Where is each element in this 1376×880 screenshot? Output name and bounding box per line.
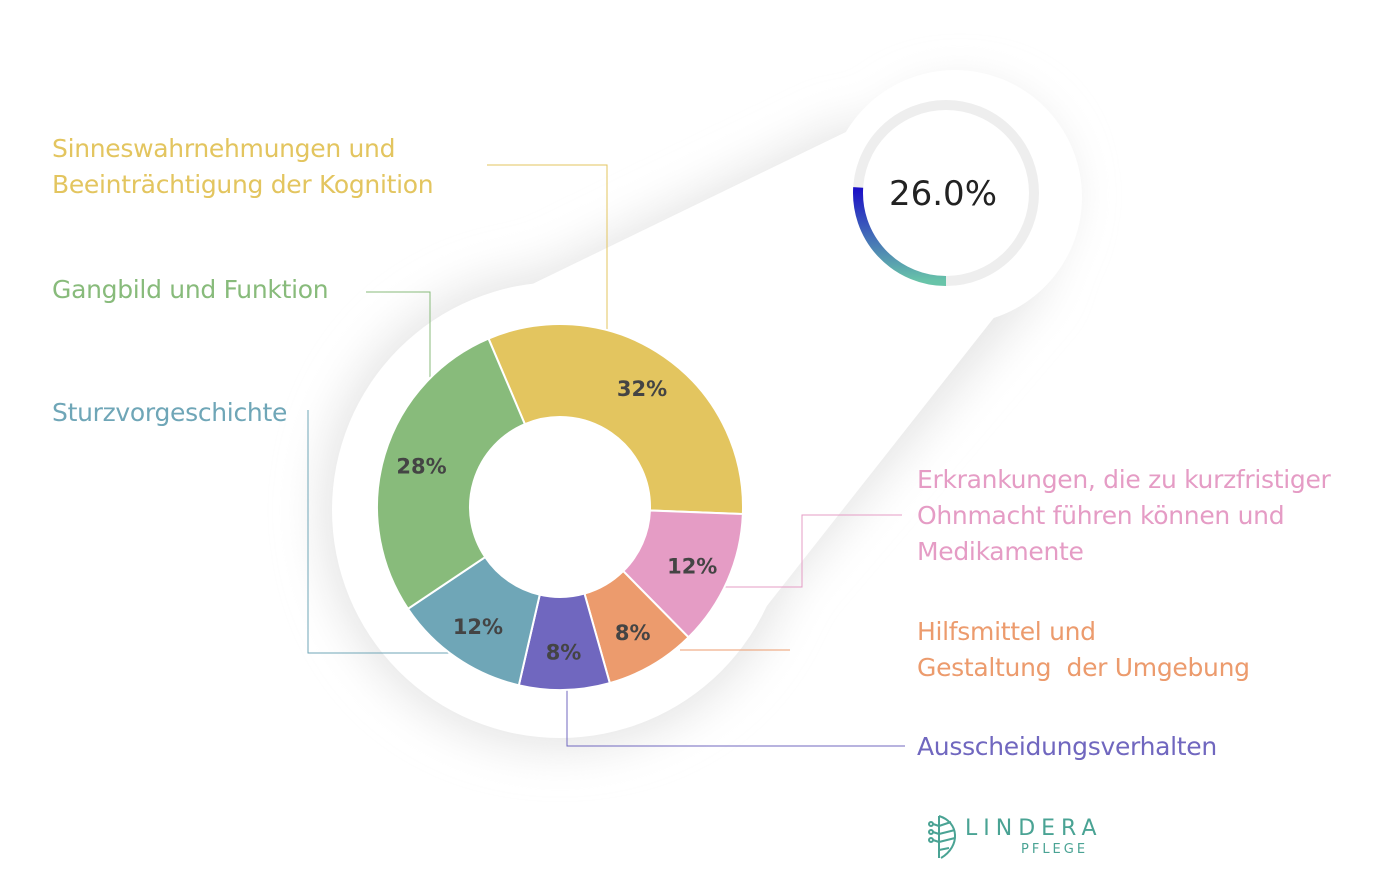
gauge: 26.0% [853,100,1039,286]
label-1: Erkrankungen, die zu kurzfristiger Ohnma… [917,465,1331,566]
label-4: Sturzvorgeschichte [52,398,288,427]
value-label-0: 32% [617,377,667,401]
leader-line-1 [720,514,902,588]
slice-0 [487,323,744,516]
label-2: Hilfsmittel und Gestaltung der Umgebung [917,617,1250,682]
label-5: Gangbild und Funktion [52,275,329,304]
label-3: Ausscheidungsverhalten [917,732,1217,761]
leaf-icon [928,815,956,859]
leader-line-4 [307,410,450,654]
value-label-3: 8% [546,640,582,664]
value-label-4: 12% [453,615,503,639]
label-0: Sinneswahrnehmungen und Beeinträchtigung… [52,134,434,199]
leader-line-0 [487,164,608,330]
value-label-1: 12% [667,554,717,578]
logo-sub: PFLEGE [1021,842,1089,857]
slice-5 [376,337,527,611]
value-label-2: 8% [615,621,651,645]
gauge-value: 26.0% [889,174,997,214]
leader-line-3 [566,690,905,747]
leader-line-5 [366,291,431,380]
value-label-5: 28% [396,455,446,479]
logo-name: LINDERA [965,816,1103,841]
gauge-fill [853,187,947,286]
